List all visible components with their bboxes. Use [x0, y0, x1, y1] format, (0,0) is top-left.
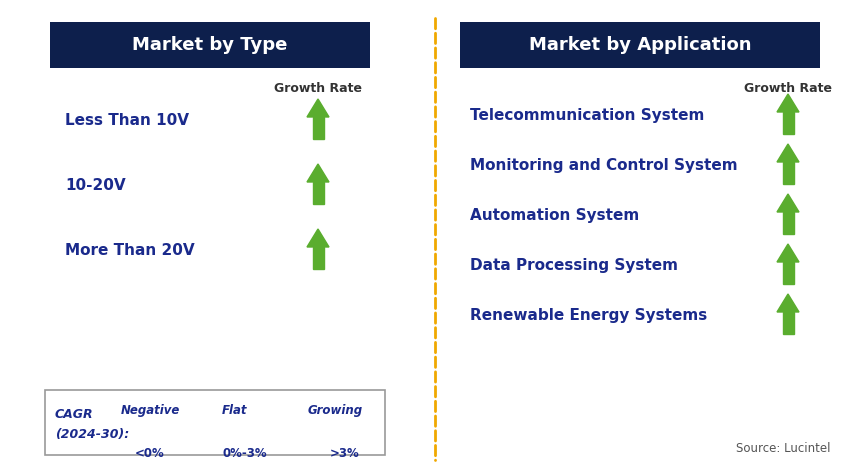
Text: Less Than 10V: Less Than 10V — [65, 113, 189, 128]
Text: CAGR: CAGR — [55, 408, 94, 421]
Text: Market by Type: Market by Type — [132, 36, 288, 54]
Text: Monitoring and Control System: Monitoring and Control System — [470, 158, 738, 173]
Polygon shape — [777, 194, 799, 212]
FancyBboxPatch shape — [50, 22, 370, 68]
Polygon shape — [312, 117, 323, 139]
Text: Growth Rate: Growth Rate — [274, 82, 362, 95]
Polygon shape — [777, 294, 799, 312]
Text: 10-20V: 10-20V — [65, 177, 126, 193]
Text: Telecommunication System: Telecommunication System — [470, 107, 704, 123]
Polygon shape — [777, 144, 799, 162]
FancyBboxPatch shape — [45, 390, 385, 455]
Polygon shape — [783, 162, 794, 184]
Polygon shape — [783, 212, 794, 234]
Text: More Than 20V: More Than 20V — [65, 243, 194, 257]
Polygon shape — [777, 244, 799, 262]
Polygon shape — [307, 229, 329, 247]
Text: Data Processing System: Data Processing System — [470, 257, 678, 272]
Text: Source: Lucintel: Source: Lucintel — [735, 442, 830, 455]
Text: Market by Application: Market by Application — [529, 36, 752, 54]
Polygon shape — [341, 423, 349, 439]
Text: (2024-30):: (2024-30): — [55, 428, 129, 441]
Polygon shape — [783, 262, 794, 284]
Polygon shape — [783, 312, 794, 334]
Polygon shape — [312, 247, 323, 269]
Text: Automation System: Automation System — [470, 208, 639, 222]
Text: Negative: Negative — [120, 404, 180, 417]
Text: >3%: >3% — [330, 447, 359, 460]
Polygon shape — [146, 418, 154, 434]
Text: 0%-3%: 0%-3% — [223, 447, 267, 460]
FancyBboxPatch shape — [460, 22, 820, 68]
Text: Flat: Flat — [222, 404, 248, 417]
Polygon shape — [307, 164, 329, 182]
Polygon shape — [783, 112, 794, 134]
Polygon shape — [307, 99, 329, 117]
Polygon shape — [218, 423, 237, 433]
Text: <0%: <0% — [135, 447, 165, 460]
Text: Growing: Growing — [307, 404, 363, 417]
Polygon shape — [142, 434, 158, 447]
Polygon shape — [237, 422, 250, 434]
Polygon shape — [777, 94, 799, 112]
Polygon shape — [337, 410, 353, 423]
Polygon shape — [312, 182, 323, 204]
Text: Growth Rate: Growth Rate — [744, 82, 832, 95]
Text: Renewable Energy Systems: Renewable Energy Systems — [470, 307, 707, 323]
